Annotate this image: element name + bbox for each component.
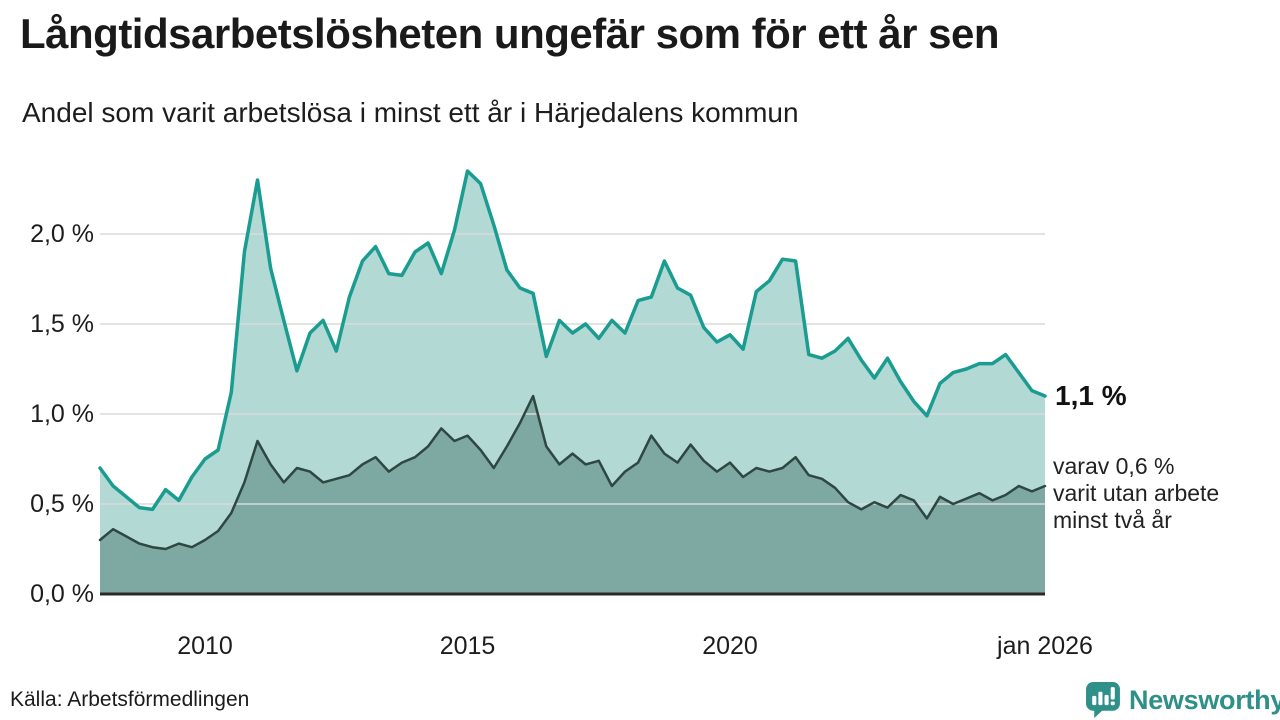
y-tick-label: 0,5 % (30, 490, 94, 518)
page-title: Långtidsarbetslösheten ungefär som för e… (20, 10, 1000, 57)
x-tick-label: 2020 (702, 632, 758, 660)
secondary-annotation-line: minst två år (1053, 507, 1172, 533)
x-tick-label: 2010 (177, 632, 233, 660)
y-tick-label: 1,0 % (30, 400, 94, 428)
latest-value-annotation: 1,1 % (1055, 380, 1127, 411)
brand-logo: Newsworthy (1085, 681, 1280, 719)
newsworthy-bubble-chart-icon (1086, 682, 1120, 718)
series-line (98, 394, 1047, 551)
secondary-annotation-line: varit utan arbete (1053, 480, 1220, 506)
brand-name: Newsworthy (1129, 684, 1280, 715)
series-line (98, 169, 1047, 512)
chart-subtitle: Andel som varit arbetslösa i minst ett å… (22, 97, 799, 128)
y-tick-label: 1,5 % (30, 310, 94, 338)
secondary-annotation-line: varav 0,6 % (1053, 453, 1175, 479)
x-tick-label: jan 2026 (997, 632, 1093, 660)
source-attribution: Källa: Arbetsförmedlingen (10, 688, 250, 711)
secondary-annotation: varav 0,6 % varit utan arbete minst två … (1053, 453, 1219, 534)
y-tick-label: 2,0 % (30, 220, 94, 248)
series-area (100, 396, 1045, 594)
x-tick-label: 2015 (439, 632, 496, 660)
y-tick-label: 0,0 % (30, 580, 94, 608)
